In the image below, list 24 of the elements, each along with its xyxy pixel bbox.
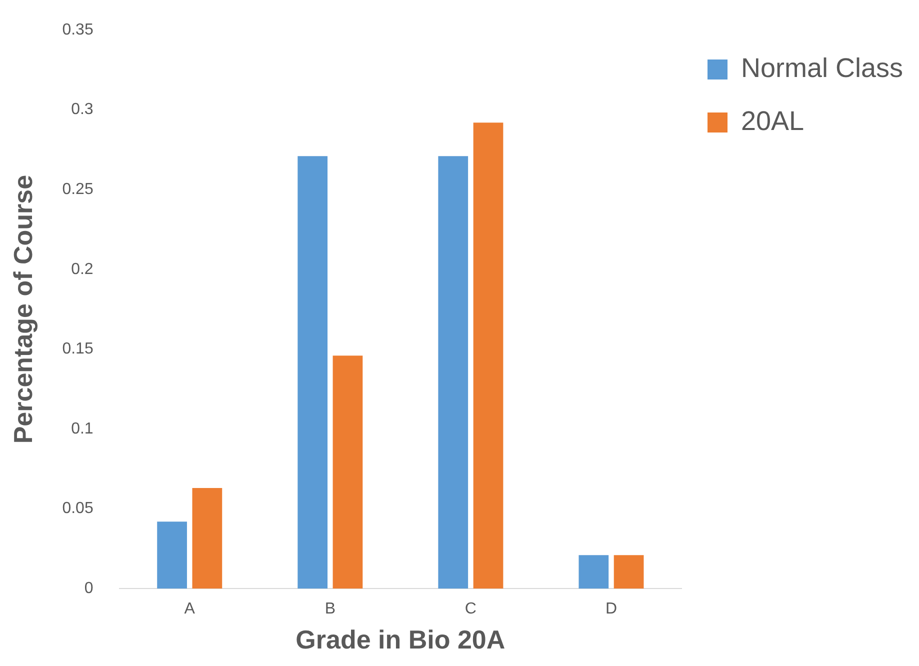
- bar: [614, 555, 644, 589]
- bar: [578, 555, 609, 589]
- bar: [157, 522, 187, 589]
- y-tick-label: 0.3: [71, 101, 94, 118]
- bar: [438, 156, 468, 589]
- y-tick-label: 0.15: [62, 340, 94, 358]
- x-tick-label: C: [464, 600, 476, 618]
- bar: [192, 488, 222, 589]
- bar: [473, 122, 504, 589]
- y-tick-label: 0.25: [62, 181, 94, 198]
- bar: [332, 356, 363, 589]
- bar: [298, 156, 328, 589]
- y-tick-label: 0.1: [71, 420, 94, 438]
- x-tick-label: A: [184, 600, 196, 618]
- x-tick-label: D: [605, 600, 618, 618]
- legend-label: Normal Class: [741, 52, 904, 83]
- x-axis-title: Grade in Bio 20A: [296, 624, 506, 655]
- y-tick-label: 0: [84, 580, 94, 598]
- x-tick-label: B: [324, 600, 336, 618]
- y-tick-label: 0.05: [62, 500, 94, 518]
- y-axis-title: Percentage of Course: [8, 174, 38, 444]
- y-tick-label: 0.2: [71, 260, 94, 278]
- legend-label: 20AL: [741, 106, 804, 136]
- y-tick-label: 0.35: [62, 21, 94, 38]
